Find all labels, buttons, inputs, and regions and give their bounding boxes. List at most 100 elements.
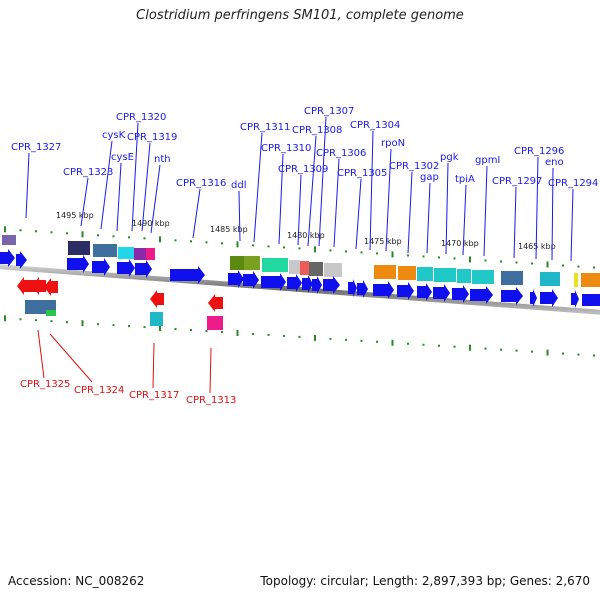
ruler-tick (376, 252, 378, 255)
ruler-tick (174, 328, 177, 331)
gene-label: ddl (231, 180, 246, 191)
gene-label: CPR_1319 (127, 132, 177, 143)
ruler-tick (345, 338, 347, 341)
gene-label: nth (154, 154, 171, 165)
gene-label: CPR_1309 (278, 164, 328, 175)
gene-label: CPR_1302 (389, 161, 439, 172)
gene-arrow (312, 276, 322, 294)
kbp-label: 1475 kbp (364, 237, 402, 246)
ruler-tick (577, 353, 580, 356)
gene-label: CPR_1313 (186, 395, 236, 406)
ruler-tick (267, 333, 270, 336)
cog-boxes-reverse (25, 300, 223, 330)
ruler-tick (283, 334, 285, 337)
ruler-tick (407, 254, 409, 257)
gene-arrow (228, 270, 244, 288)
gene-label: CPR_1305 (337, 168, 387, 179)
ruler-tick (252, 244, 254, 247)
gene-label: CPR_1311 (240, 122, 290, 133)
gene-arrow (117, 259, 135, 277)
gene-arrow (150, 290, 164, 308)
ruler-tick (112, 235, 115, 238)
ruler-tick (236, 241, 239, 248)
ruler-tick (4, 315, 6, 322)
gene-label: CPR_1310 (261, 143, 311, 154)
gene-arrow (287, 274, 302, 292)
gene-arrow (16, 251, 27, 269)
ruler-tick (252, 332, 254, 335)
ruler-tick (469, 344, 471, 351)
ruler-tick (143, 326, 146, 329)
ruler-tick (190, 329, 192, 332)
gene-arrow (540, 289, 558, 307)
ruler-tick (453, 345, 456, 348)
ruler-tick (97, 323, 99, 326)
kbp-scale: 1495 kbp 1490 kbp 1485 kbp 1480 kbp 1475… (56, 211, 556, 251)
ruler-tick (515, 261, 518, 264)
gene-arrow (373, 281, 394, 299)
ruler-tick (500, 348, 502, 351)
gene-arrow (170, 266, 205, 284)
gene-arrow (0, 249, 15, 267)
gene-label: CPR_1308 (292, 125, 342, 136)
gene-arrow (32, 277, 46, 295)
ruler-tick (546, 349, 549, 356)
gene-arrow (582, 294, 600, 306)
ruler-tick (283, 246, 285, 249)
ruler-tick (360, 339, 363, 342)
gene-arrow (433, 284, 450, 302)
gene-arrow (323, 276, 340, 294)
reverse-leader-lines (37, 329, 212, 394)
ruler-tick (50, 320, 53, 323)
gene-label: CPR_1307 (304, 106, 354, 117)
ruler-tick (35, 319, 37, 322)
gene-label: CPR_1324 (74, 385, 124, 396)
ruler-tick (267, 245, 270, 248)
ruler-tick (329, 337, 332, 340)
ruler-tick (112, 324, 115, 327)
forward-gene-labels: CPR_1327 CPR_1323 cysK cysE CPR_1320 CPR… (11, 106, 598, 191)
ruler-tick (35, 230, 37, 233)
gene-label: pgk (440, 152, 459, 163)
ruler-tick (236, 329, 239, 336)
gene-label: CPR_1316 (176, 178, 226, 189)
ruler-tick (360, 251, 363, 254)
ruler-tick (562, 352, 564, 355)
ruler-tick (159, 236, 161, 243)
ruler-tick (484, 347, 487, 350)
ruler-tick (205, 330, 208, 333)
kbp-label: 1485 kbp (210, 225, 248, 234)
ruler-tick (407, 342, 409, 345)
ruler-tick (531, 350, 533, 353)
kbp-label: 1465 kbp (518, 242, 556, 251)
gene-arrow (397, 282, 414, 300)
ruler-tick (81, 320, 84, 327)
gene-label: CPR_1294 (548, 178, 598, 189)
forward-leader-lines (25, 116, 574, 262)
cog-boxes-forward (2, 235, 600, 287)
ruler-tick (345, 250, 347, 253)
gene-label: CPR_1296 (514, 146, 564, 157)
ruler-tick (376, 340, 378, 343)
ruler-tick (298, 247, 301, 250)
ruler-tick (391, 251, 394, 258)
ruler-tick (593, 266, 595, 269)
gene-label: tpiA (455, 174, 475, 185)
gene-label: CPR_1320 (116, 112, 166, 123)
gene-label: gpmI (475, 155, 500, 166)
gene-arrow (348, 279, 357, 297)
gene-arrow (135, 260, 152, 278)
ruler-tick (422, 255, 425, 258)
ruler-tick (546, 261, 549, 268)
ruler-tick (593, 354, 595, 357)
lower-ruler (4, 315, 595, 357)
ruler-tick (66, 321, 68, 324)
ruler-tick (190, 240, 192, 243)
gene-arrow (302, 275, 313, 293)
gene-arrow (357, 280, 368, 298)
ruler-tick (500, 260, 502, 263)
reverse-gene-labels: CPR_1325 CPR_1324 CPR_1317 CPR_1313 (20, 379, 236, 406)
ruler-tick (97, 234, 99, 237)
ruler-tick (174, 239, 177, 242)
gene-arrow (571, 290, 579, 308)
